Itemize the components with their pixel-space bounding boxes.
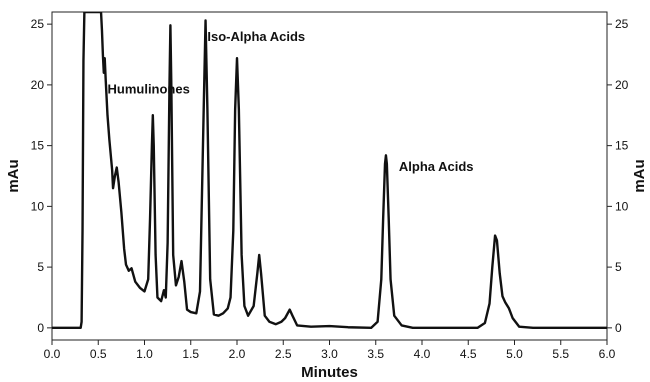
peak-annotation-label: Humulinones bbox=[108, 81, 190, 96]
x-axis-title: Minutes bbox=[301, 364, 358, 381]
chromatogram-trace bbox=[52, 12, 607, 330]
y-axis-left-title: mAu bbox=[5, 159, 22, 192]
plot-area bbox=[52, 12, 607, 330]
x-tick-label: 5.5 bbox=[552, 347, 569, 361]
peak-annotations: Humulinones Iso-Alpha Acids Alpha Acids bbox=[108, 29, 474, 174]
y-right-tick-label: 5 bbox=[615, 260, 622, 274]
y-left-tick-label: 15 bbox=[31, 139, 45, 153]
x-tick-label: 4.5 bbox=[460, 347, 477, 361]
x-tick-label: 6.0 bbox=[599, 347, 616, 361]
x-axis-ticks: 0.0 0.5 1.0 1.5 2.0 2.5 3.0 3.5 4.0 4.5 5.0 5.5 6.0 bbox=[44, 340, 616, 361]
x-tick-label: 0.0 bbox=[44, 347, 61, 361]
plot-frame bbox=[51, 11, 608, 341]
x-tick-label: 1.5 bbox=[182, 347, 199, 361]
y-left-tick-label: 25 bbox=[31, 17, 45, 31]
x-tick-label: 3.5 bbox=[367, 347, 384, 361]
y-left-tick-label: 5 bbox=[37, 260, 44, 274]
y-right-tick-label: 25 bbox=[615, 17, 629, 31]
y-right-tick-label: 0 bbox=[615, 321, 622, 335]
y-axis-right-title: mAu bbox=[631, 159, 648, 192]
y-axis-left-ticks: 0 5 10 15 20 25 bbox=[31, 17, 52, 335]
y-right-tick-label: 15 bbox=[615, 139, 629, 153]
x-tick-label: 1.0 bbox=[136, 347, 153, 361]
x-tick-label: 3.0 bbox=[321, 347, 338, 361]
x-tick-label: 4.0 bbox=[414, 347, 431, 361]
y-left-tick-label: 20 bbox=[31, 78, 45, 92]
x-tick-label: 2.0 bbox=[229, 347, 246, 361]
y-axis-right-ticks: 0 5 10 15 20 25 bbox=[607, 17, 629, 335]
y-left-tick-label: 0 bbox=[37, 321, 44, 335]
y-right-tick-label: 10 bbox=[615, 199, 629, 213]
x-tick-label: 5.0 bbox=[506, 347, 523, 361]
x-tick-label: 2.5 bbox=[275, 347, 292, 361]
x-tick-label: 0.5 bbox=[90, 347, 107, 361]
peak-annotation-label: Alpha Acids bbox=[399, 159, 474, 174]
y-left-tick-label: 10 bbox=[31, 199, 45, 213]
peak-annotation-label: Iso-Alpha Acids bbox=[207, 29, 305, 44]
y-right-tick-label: 20 bbox=[615, 78, 629, 92]
